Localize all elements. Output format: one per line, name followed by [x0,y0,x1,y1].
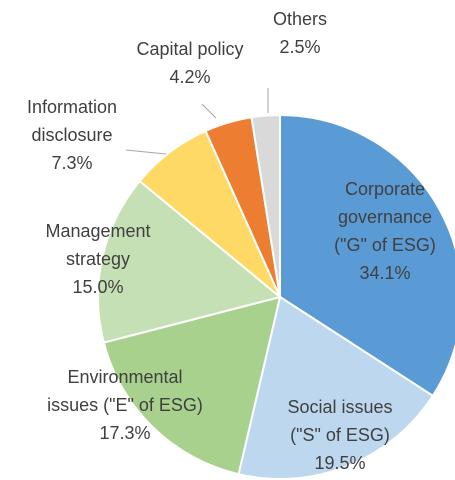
value-label: 19.5% [314,453,365,473]
value-label: 7.3% [51,153,92,173]
leader-line [201,103,217,119]
value-label: 4.2% [169,67,210,87]
slice-label: Capital policy [136,39,243,59]
pie-slice [250,113,281,298]
slice-label: ("S" of ESG) [290,425,390,445]
slice-label: issues ("E" of ESG) [47,395,203,415]
pie-slice [237,295,435,480]
slice-label: disclosure [31,125,112,145]
pie-slice [102,295,282,476]
slice-label: strategy [66,249,130,269]
value-label: 15.0% [72,277,123,297]
slice-label: Environmental [67,367,182,387]
leader-line [125,149,167,155]
slice-label: governance [338,207,432,227]
pie-slice [97,179,283,344]
value-label: 17.3% [99,423,150,443]
slice-label: Others [273,9,327,29]
value-label: 34.1% [359,263,410,283]
pie-slice [279,113,455,398]
value-label: 2.5% [279,37,320,57]
slice-label: Information [27,97,117,117]
slice-label: Social issues [287,397,392,417]
slice-label: Corporate [345,179,425,199]
slice-label: Management [45,221,150,241]
slice-label: ("G" of ESG) [334,235,436,255]
